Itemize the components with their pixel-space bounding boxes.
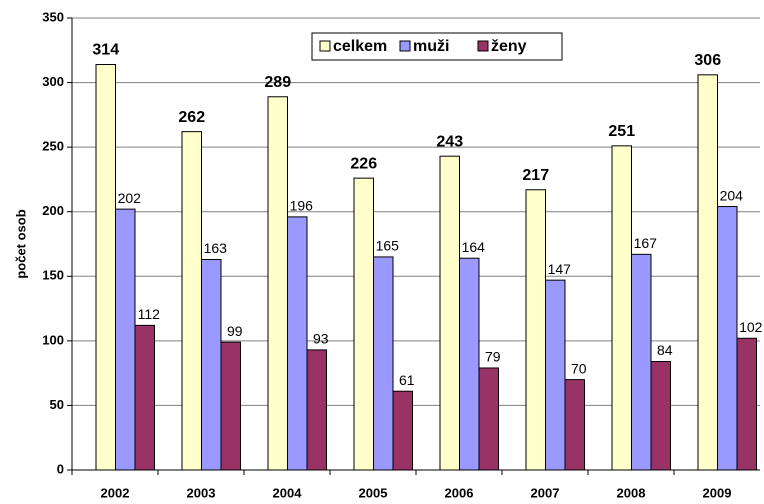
bar — [459, 257, 480, 471]
value-label: 165 — [376, 238, 400, 254]
y-axis-label: počet osob — [13, 209, 28, 278]
value-label-total: 306 — [694, 52, 721, 69]
value-label: 112 — [138, 306, 161, 322]
bar — [201, 258, 222, 471]
y-tick-label: 0 — [57, 461, 64, 476]
x-tick-label: 2004 — [273, 485, 303, 500]
value-label: 147 — [548, 261, 572, 277]
y-tick-label: 150 — [42, 268, 64, 283]
value-label: 167 — [634, 235, 658, 251]
bar — [611, 145, 632, 471]
value-label: 84 — [657, 342, 673, 358]
value-label-total: 243 — [436, 133, 463, 150]
bar — [115, 208, 136, 471]
bar — [95, 63, 116, 471]
legend-swatch — [477, 40, 489, 52]
x-tick-label: 2008 — [617, 485, 646, 500]
value-label: 99 — [227, 323, 243, 339]
value-label-total: 226 — [350, 155, 377, 172]
value-label-total: 217 — [522, 167, 549, 184]
bar — [631, 253, 652, 471]
x-tick-label: 2005 — [359, 485, 388, 500]
bar — [353, 177, 374, 471]
bar — [439, 155, 460, 471]
y-tick-label: 300 — [42, 74, 64, 89]
bar — [650, 361, 671, 471]
value-label-total: 314 — [92, 42, 119, 59]
x-tick-label: 2006 — [445, 485, 474, 500]
value-label: 102 — [739, 319, 763, 335]
bar — [564, 379, 585, 471]
legend-label: ženy — [491, 38, 527, 55]
bar — [134, 324, 155, 471]
y-tick-label: 200 — [42, 203, 64, 218]
y-tick-label: 100 — [42, 332, 64, 347]
y-tick-label: 350 — [42, 9, 64, 24]
bar — [306, 349, 327, 471]
value-label: 163 — [204, 240, 228, 256]
value-label: 196 — [290, 198, 314, 214]
legend-label: celkem — [333, 38, 387, 55]
bar — [697, 74, 718, 471]
x-tick-label: 2003 — [187, 485, 216, 500]
x-tick-label: 2002 — [101, 485, 130, 500]
value-label: 202 — [118, 190, 142, 206]
value-label-total: 262 — [178, 109, 205, 126]
value-label: 204 — [720, 187, 744, 203]
bar — [525, 189, 546, 471]
legend-box — [311, 32, 563, 61]
value-label: 70 — [571, 360, 587, 376]
value-label: 61 — [399, 372, 415, 388]
bar — [181, 131, 202, 471]
value-label-total: 289 — [264, 74, 291, 91]
bar — [545, 279, 566, 471]
bar — [373, 256, 394, 471]
bar — [392, 390, 413, 471]
legend-swatch — [319, 40, 331, 52]
legend-swatch — [399, 40, 411, 52]
value-label: 79 — [485, 349, 501, 365]
bar — [478, 367, 499, 471]
value-label: 164 — [462, 239, 486, 255]
legend-label: muži — [413, 38, 449, 55]
x-tick-label: 2007 — [531, 485, 560, 500]
bar — [736, 337, 757, 471]
bar — [717, 206, 738, 471]
bar — [267, 96, 288, 471]
x-tick-label: 2009 — [703, 485, 732, 500]
bar — [287, 216, 308, 471]
y-tick-label: 250 — [42, 139, 64, 154]
y-tick-label: 50 — [50, 397, 64, 412]
value-label-total: 251 — [608, 123, 635, 140]
value-label: 93 — [313, 331, 329, 347]
bar — [220, 341, 241, 471]
